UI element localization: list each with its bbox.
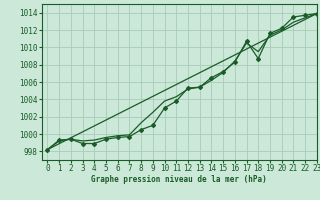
X-axis label: Graphe pression niveau de la mer (hPa): Graphe pression niveau de la mer (hPa) bbox=[91, 175, 267, 184]
